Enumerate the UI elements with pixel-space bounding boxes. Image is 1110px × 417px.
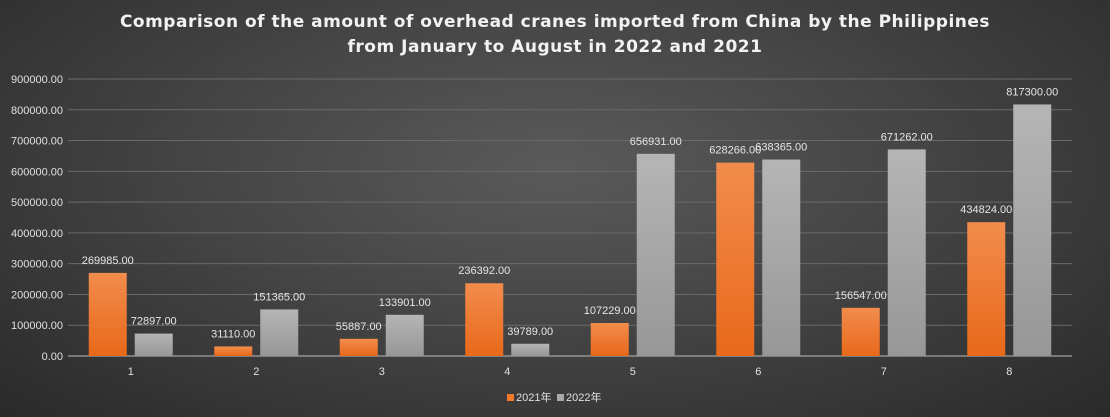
chart-title: Comparison of the amount of overhead cra…	[0, 10, 1110, 60]
bar-2022年-3	[385, 314, 424, 356]
x-tick-label: 6	[755, 366, 761, 378]
bar-2021年-5	[590, 322, 629, 356]
legend-swatch	[507, 394, 514, 401]
data-label: 638365.00	[755, 142, 807, 154]
data-label: 434824.00	[960, 204, 1012, 216]
data-label: 236392.00	[458, 265, 510, 277]
x-tick-label: 8	[1006, 366, 1012, 378]
data-label: 156547.00	[835, 290, 887, 302]
bar-2022年-7	[887, 149, 926, 356]
data-label: 107229.00	[584, 305, 636, 317]
legend-label: 2021年	[516, 390, 551, 404]
bar-2022年-6	[762, 159, 801, 356]
chart-title-line-2: from January to August in 2022 and 2021	[347, 37, 763, 57]
data-label: 269985.00	[82, 255, 134, 267]
bar-2022年-4	[511, 343, 550, 356]
legend-swatch	[557, 394, 564, 401]
bar-2022年-2	[260, 309, 299, 356]
y-tick-label: 200000.00	[11, 289, 63, 301]
data-label: 31110.00	[211, 328, 255, 340]
y-tick-label: 100000.00	[11, 320, 63, 332]
data-label: 55887.00	[336, 321, 382, 333]
y-tick-label: 0.00	[42, 351, 63, 363]
x-tick-label: 5	[630, 366, 636, 378]
data-label: 133901.00	[379, 297, 431, 309]
y-tick-label: 800000.00	[11, 105, 63, 117]
x-tick-label: 7	[881, 366, 887, 378]
bar-2021年-2	[214, 346, 253, 356]
data-label: 656931.00	[630, 136, 682, 148]
y-tick-label: 900000.00	[11, 74, 63, 86]
y-tick-label: 400000.00	[11, 228, 63, 240]
legend-label: 2022年	[566, 390, 601, 404]
bar-2021年-3	[339, 338, 378, 356]
bar-2021年-8	[967, 222, 1006, 356]
y-tick-label: 500000.00	[11, 197, 63, 209]
y-tick-label: 300000.00	[11, 259, 63, 271]
x-tick-label: 1	[128, 366, 134, 378]
data-label: 39789.00	[507, 326, 553, 338]
data-label: 628266.00	[709, 145, 761, 157]
bar-2022年-5	[636, 153, 675, 356]
bar-2021年-4	[465, 283, 504, 356]
x-tick-label: 2	[253, 366, 259, 378]
bar-2021年-1	[88, 272, 127, 356]
data-label: 72897.00	[131, 316, 177, 328]
bar-2022年-8	[1013, 104, 1052, 357]
chart-title-line-1: Comparison of the amount of overhead cra…	[119, 12, 991, 32]
data-label: 817300.00	[1006, 86, 1058, 98]
bar-2021年-7	[841, 307, 880, 356]
data-label: 151365.00	[253, 291, 305, 303]
y-tick-label: 600000.00	[11, 166, 63, 178]
bar-2021年-6	[716, 162, 755, 356]
bar-2022年-1	[134, 333, 173, 356]
data-label: 671262.00	[881, 131, 933, 143]
x-tick-label: 3	[379, 366, 385, 378]
x-tick-label: 4	[504, 366, 510, 378]
y-tick-label: 700000.00	[11, 136, 63, 148]
